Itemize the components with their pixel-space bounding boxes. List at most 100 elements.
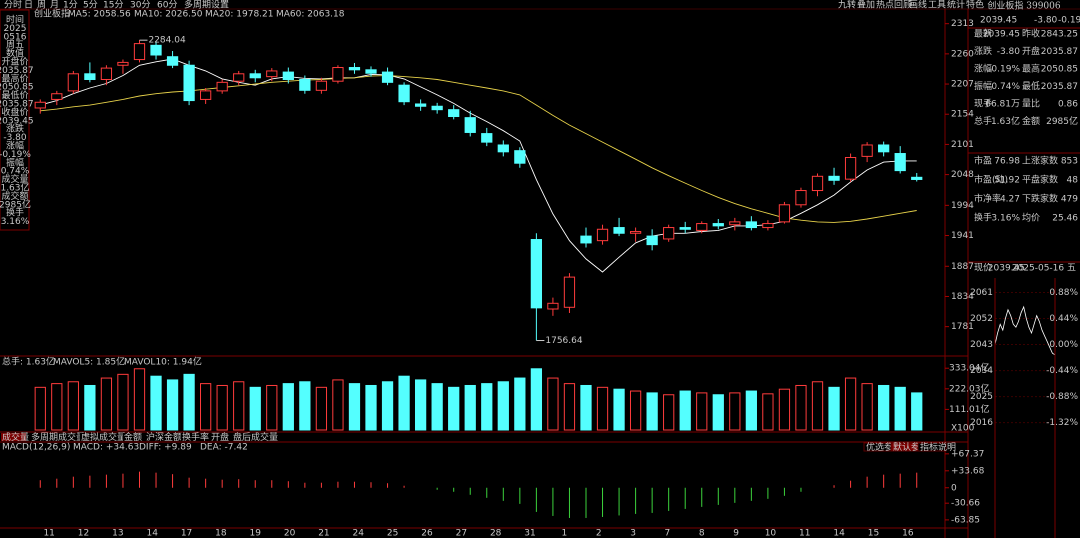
quote-field: 下跌家数 xyxy=(1022,193,1058,205)
volume-bar xyxy=(233,381,245,431)
annotation: 2284.04 xyxy=(148,36,185,46)
volume-bar xyxy=(679,390,691,431)
mini-header: 现价 xyxy=(974,263,992,274)
toolbar-item[interactable]: 特色 xyxy=(966,0,984,11)
indicator-tab[interactable]: 盘后成交量 xyxy=(233,431,278,443)
indicator-tab[interactable]: 成交量 xyxy=(2,431,29,443)
info-item: 2985亿 xyxy=(0,198,31,210)
toolbar-item[interactable]: 热点回顾 xyxy=(876,0,912,11)
tab-bg[interactable] xyxy=(1,433,26,441)
macd-legend: DEA: -7.42 xyxy=(200,443,248,453)
candle-body xyxy=(117,61,129,66)
toolbar-item[interactable]: 周 xyxy=(37,0,46,11)
toolbar-item[interactable]: 九转 xyxy=(838,0,856,11)
volume-bar xyxy=(514,377,526,431)
volume-bar xyxy=(166,379,179,431)
toolbar-item[interactable]: 日 xyxy=(24,0,33,11)
candle-body xyxy=(166,56,179,66)
toolbar-item[interactable]: 统计 xyxy=(947,0,965,11)
toolbar-item[interactable]: 设置 xyxy=(211,0,229,11)
index-name: 创业板指 xyxy=(34,8,70,20)
candle-body xyxy=(67,73,79,92)
toolbar-item[interactable]: 15分 xyxy=(103,0,123,11)
volume-bar xyxy=(646,392,658,431)
candle-body xyxy=(183,64,195,102)
toolbar-item[interactable]: 工具 xyxy=(928,0,946,11)
volume-bar xyxy=(563,383,576,431)
candle-body xyxy=(729,221,741,226)
toolbar-item[interactable]: 5分 xyxy=(83,0,98,11)
y-tick-label: 1834 xyxy=(951,292,974,302)
quote-field: -3.80 xyxy=(997,47,1021,57)
quote-field: 上涨家数 xyxy=(1022,155,1058,167)
quote-field: 76.98 xyxy=(994,157,1020,167)
candle-body xyxy=(547,302,559,310)
indicator-tab[interactable]: 沪深金额 xyxy=(146,431,182,443)
tab-bg[interactable] xyxy=(232,433,271,441)
mini-tick-label: 2061 xyxy=(970,288,993,298)
volume-bar xyxy=(629,390,642,431)
mini-pct-label: 0.88% xyxy=(1049,288,1078,298)
indicator-tab[interactable]: 多周期成交量 xyxy=(31,431,85,443)
volume-bar xyxy=(266,384,278,431)
indicator-tab[interactable]: 开盘 xyxy=(211,431,229,443)
mini-pct-label: -0.88% xyxy=(1046,392,1078,402)
tab-bg[interactable] xyxy=(181,433,206,441)
quote-field: 均价 xyxy=(1022,212,1040,224)
volume-bar xyxy=(249,386,261,431)
tab-bg[interactable] xyxy=(30,433,76,441)
x-label: 1 xyxy=(561,529,567,538)
candle-body xyxy=(381,71,394,83)
candle-body xyxy=(464,117,476,133)
toolbar-item[interactable]: 月 xyxy=(50,0,59,11)
tab-bg[interactable] xyxy=(145,433,177,441)
volume-bar xyxy=(315,386,328,431)
quote-field: 0.86 xyxy=(1058,100,1078,110)
ma-legend: MA60: 2063.18 xyxy=(276,10,345,20)
toolbar-item[interactable]: 1分 xyxy=(63,0,78,11)
y-tick-label: 0 xyxy=(951,483,957,493)
toolbar-item[interactable]: 分时 xyxy=(4,0,22,11)
tab-bg[interactable] xyxy=(210,433,228,441)
info-box xyxy=(0,9,30,231)
candle-body xyxy=(348,67,361,71)
candle-body xyxy=(795,190,807,206)
ma-legend: MA5: 2058.56 xyxy=(68,10,131,20)
tab-bg[interactable] xyxy=(80,433,119,441)
toolbar-item[interactable]: 画线 xyxy=(909,0,927,11)
volume-bar xyxy=(712,394,724,431)
volume-bar xyxy=(795,384,807,431)
info-item: 开盘价 xyxy=(1,56,28,68)
indicator-tab[interactable]: 换手率 xyxy=(182,431,209,443)
quote-field: 2985亿 xyxy=(1046,115,1078,127)
info-item: 0.74% xyxy=(1,167,30,177)
info-item: 涨幅 xyxy=(6,140,24,152)
candle-body xyxy=(365,69,377,74)
candle-body xyxy=(282,71,294,80)
y-tick-label: +33.68 xyxy=(951,466,985,476)
candle-body xyxy=(299,78,311,91)
candle-body xyxy=(233,73,245,82)
toolbar-item[interactable]: 30分 xyxy=(130,0,150,11)
quote-field: 涨幅 xyxy=(974,63,992,75)
indicator-tab[interactable]: 虚拟成交量 xyxy=(81,431,126,443)
quote-field: 平盘家数 xyxy=(1022,174,1058,186)
indicator-tab[interactable]: 金额 xyxy=(124,431,142,443)
quote-field: 现手 xyxy=(974,98,992,110)
mini-tick-label: 2016 xyxy=(970,418,993,428)
candle-body xyxy=(679,227,691,230)
tab-bg[interactable] xyxy=(917,442,947,452)
volume-bar xyxy=(613,388,625,431)
x-label: 26 xyxy=(421,529,433,538)
tab-bg[interactable] xyxy=(123,433,141,441)
toolbar-item[interactable]: 60分 xyxy=(157,0,177,11)
y-tick-label: 2154 xyxy=(951,110,974,120)
toolbar-item[interactable]: 叠加 xyxy=(857,0,875,11)
quote-field: 涨跌 xyxy=(974,46,992,57)
toolbar-item[interactable]: 多周期 xyxy=(184,0,211,11)
candle-body xyxy=(497,144,509,153)
volume-bar xyxy=(530,368,543,431)
macd-tab[interactable]: 指标说明 xyxy=(920,441,956,453)
candle-body xyxy=(398,84,410,103)
